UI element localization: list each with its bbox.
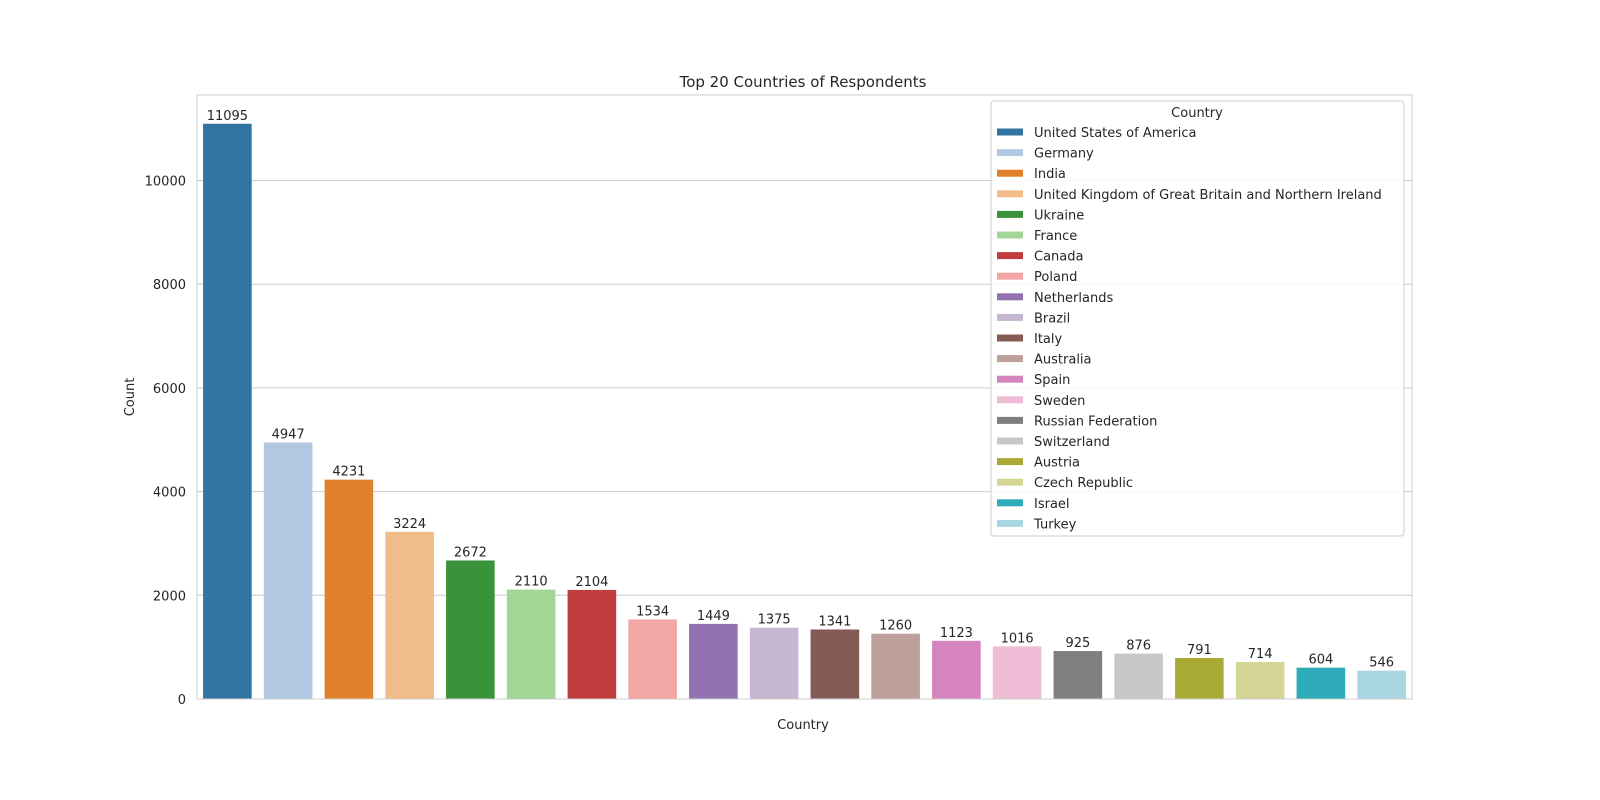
bar-value-label: 1123 <box>940 626 973 641</box>
legend-label: Czech Republic <box>1034 476 1133 491</box>
bar-value-label: 604 <box>1308 653 1333 668</box>
legend-label: Russian Federation <box>1034 414 1157 429</box>
legend-swatch <box>997 169 1023 177</box>
bar <box>992 646 1042 699</box>
bar-value-label: 1375 <box>758 613 791 628</box>
y-tick-label: 8000 <box>153 278 186 293</box>
bar <box>446 560 495 699</box>
legend-label: Canada <box>1034 250 1083 265</box>
bar <box>628 619 677 699</box>
legend-label: Turkey <box>1033 517 1077 532</box>
legend-items: United States of America Germany India Unit… <box>997 126 1382 532</box>
bar-value-label: 1449 <box>697 609 730 624</box>
legend-swatch <box>997 149 1023 157</box>
bar <box>1235 661 1285 699</box>
legend-label: United Kingdom of Great Britain and Nort… <box>1034 188 1382 203</box>
legend-label: Italy <box>1034 332 1063 347</box>
bar <box>1175 657 1224 699</box>
legend-swatch <box>997 375 1023 383</box>
bar <box>385 531 434 699</box>
bar-value-label: 791 <box>1187 643 1212 658</box>
y-tick-label: 2000 <box>153 589 186 604</box>
bar-value-label: 876 <box>1126 639 1151 654</box>
y-tick-label: 0 <box>178 693 186 708</box>
bar-value-label: 2672 <box>454 545 487 560</box>
legend-swatch <box>997 313 1023 321</box>
legend-label: Australia <box>1034 353 1092 368</box>
legend-swatch <box>997 499 1023 507</box>
bar <box>324 479 374 699</box>
bars <box>203 123 1406 700</box>
bar <box>506 589 556 699</box>
legend-swatch <box>997 458 1023 466</box>
value-labels: 11095 4947 4231 3224 2672 2110 2104 1534 1449 137… <box>207 109 1394 671</box>
legend-swatch <box>997 396 1023 404</box>
y-tick-label: 6000 <box>153 382 186 397</box>
bar-value-label: 4231 <box>332 465 365 480</box>
legend-label: France <box>1034 229 1077 244</box>
bar-value-label: 1534 <box>636 604 669 619</box>
legend-label: Sweden <box>1034 394 1085 409</box>
x-axis-label: Country <box>777 718 829 733</box>
legend-swatch <box>997 355 1023 363</box>
legend-label: Spain <box>1034 373 1070 388</box>
bar-value-label: 1341 <box>818 614 851 629</box>
legend-swatch <box>997 272 1023 280</box>
bar-value-label: 1016 <box>1001 631 1034 646</box>
y-tick-label: 4000 <box>153 486 186 501</box>
legend-swatch <box>997 231 1023 239</box>
legend-swatch <box>997 128 1023 136</box>
legend-label: Austria <box>1034 456 1080 471</box>
bar <box>203 123 252 700</box>
y-tick-label: 10000 <box>145 175 186 190</box>
bar-value-label: 546 <box>1369 656 1394 671</box>
legend-label: United States of America <box>1034 126 1196 141</box>
bar-value-label: 1260 <box>879 619 912 634</box>
legend-title: Country <box>1171 106 1223 121</box>
legend: Country United States of America Germany I… <box>990 100 1405 537</box>
bar-value-label: 2104 <box>575 575 608 590</box>
bar <box>1296 667 1346 699</box>
y-axis-ticks: 0 2000 4000 6000 8000 10000 <box>145 175 186 708</box>
legend-swatch <box>997 478 1023 486</box>
bar <box>689 623 738 699</box>
bar <box>1357 670 1406 699</box>
legend-swatch <box>997 416 1023 424</box>
legend-swatch <box>997 519 1023 527</box>
legend-label: Israel <box>1034 497 1070 512</box>
chart-title: Top 20 Countries of Respondents <box>679 73 927 91</box>
legend-label: India <box>1034 167 1066 182</box>
plot-frame <box>196 94 1413 700</box>
legend-label: Ukraine <box>1034 208 1084 223</box>
bar <box>263 442 313 699</box>
bar-value-label: 4947 <box>272 428 305 443</box>
legend-label: Switzerland <box>1034 435 1110 450</box>
legend-label: Netherlands <box>1034 291 1113 306</box>
bar <box>810 629 860 699</box>
bar <box>749 627 799 699</box>
legend-swatch <box>997 190 1023 198</box>
legend-swatch <box>997 437 1023 445</box>
bar-value-label: 3224 <box>393 517 426 532</box>
bar <box>1114 653 1163 699</box>
legend-label: Germany <box>1034 147 1094 162</box>
bar-value-label: 925 <box>1065 636 1090 651</box>
y-axis-label: Count <box>123 378 138 417</box>
legend-swatch <box>997 293 1023 301</box>
legend-swatch <box>997 210 1023 218</box>
legend-swatch <box>997 334 1023 342</box>
legend-label: Brazil <box>1034 311 1070 326</box>
bar-value-label: 2110 <box>515 575 548 590</box>
legend-swatch <box>997 252 1023 260</box>
legend-label: Poland <box>1034 270 1077 285</box>
bar-value-label: 714 <box>1248 647 1273 662</box>
bar <box>932 640 981 699</box>
bar <box>871 633 920 699</box>
bar <box>567 589 617 699</box>
bar-value-label: 11095 <box>207 109 248 124</box>
bar <box>1053 651 1103 699</box>
legend-frame <box>990 100 1405 537</box>
